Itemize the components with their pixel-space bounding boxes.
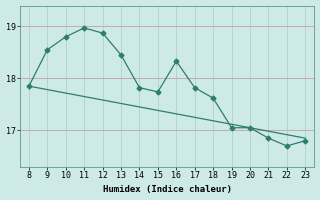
X-axis label: Humidex (Indice chaleur): Humidex (Indice chaleur) bbox=[103, 185, 232, 194]
